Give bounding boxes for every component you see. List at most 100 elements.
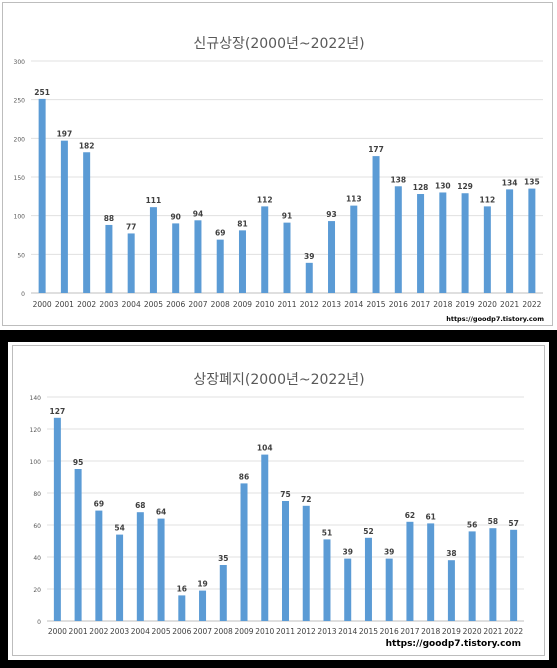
x-tick-label: 2011	[277, 300, 296, 309]
x-tick-label: 2000	[48, 627, 67, 636]
data-label: 51	[322, 528, 332, 537]
data-label: 75	[280, 490, 290, 499]
bar	[261, 206, 269, 293]
chart-new-listings: 신규상장(2000년~2022년) 0 50 100 150 200 250 300 251…	[14, 36, 545, 323]
x-tick-label: 2005	[144, 300, 163, 309]
x-tick-label: 2004	[122, 300, 141, 309]
data-label: 177	[368, 145, 384, 154]
y-tick-label: 140	[30, 395, 42, 402]
data-label: 90	[170, 212, 180, 221]
chart-delistings: 상장폐지(2000년~2022년) 0 20 40 60 80 100 120 140 127…	[30, 372, 524, 649]
data-label: 64	[156, 508, 166, 517]
x-tick-label: 2005	[152, 627, 171, 636]
data-label: 68	[135, 501, 145, 510]
bar	[261, 454, 269, 621]
bar	[510, 529, 518, 621]
x-tick-label: 2000	[33, 300, 52, 309]
data-label: 113	[346, 195, 362, 204]
bar	[385, 558, 393, 621]
bar	[406, 521, 414, 621]
data-label: 135	[524, 178, 540, 187]
data-label: 91	[282, 212, 292, 221]
bar	[105, 224, 113, 293]
x-tick-label: 2021	[483, 627, 502, 636]
data-label: 52	[363, 527, 373, 536]
x-tick-label: 2010	[255, 627, 274, 636]
data-label: 127	[50, 407, 66, 416]
data-label: 62	[405, 511, 415, 520]
data-label: 58	[488, 517, 498, 526]
data-label: 88	[104, 214, 114, 223]
data-label: 112	[257, 195, 273, 204]
data-label: 69	[94, 500, 104, 509]
data-label: 128	[413, 183, 429, 192]
x-tick-label: 2009	[234, 627, 253, 636]
x-tick-label: 2016	[389, 300, 408, 309]
x-tick-label: 2014	[344, 300, 363, 309]
bar	[178, 595, 186, 621]
y-tick-label: 40	[33, 555, 41, 562]
bar	[238, 230, 246, 293]
y-tick-label: 50	[17, 252, 25, 259]
x-tick-label: 2020	[463, 627, 482, 636]
x-tick-label: 2020	[478, 300, 497, 309]
x-tick-label: 2018	[433, 300, 452, 309]
x-tick-label: 2019	[456, 300, 475, 309]
bar	[95, 510, 103, 621]
chart-title: 상장폐지(2000년~2022년)	[193, 372, 364, 388]
watermark-text: https://goodp7.tistory.com	[386, 639, 521, 649]
x-tick-label: 2017	[400, 627, 419, 636]
x-tick-label: 2015	[359, 627, 378, 636]
divider	[0, 330, 557, 336]
x-tick-label: 2002	[89, 627, 108, 636]
bar	[157, 518, 165, 621]
y-tick-label: 0	[21, 291, 25, 298]
bar	[74, 469, 82, 621]
x-tick-label: 2002	[77, 300, 96, 309]
x-tick-label: 2008	[214, 627, 233, 636]
x-tick-label: 2013	[317, 627, 336, 636]
bar	[283, 222, 291, 293]
bar	[172, 223, 180, 293]
data-label: 39	[304, 252, 314, 261]
chart-panel-new-listings: 신규상장(2000년~2022년) 0 50 100 150 200 250 300 251…	[0, 0, 557, 330]
x-tick-label: 2012	[297, 627, 316, 636]
y-tick-label: 200	[14, 136, 26, 143]
y-tick-label: 150	[14, 175, 26, 182]
bar	[427, 523, 435, 621]
bar	[417, 194, 425, 293]
data-label: 35	[218, 554, 228, 563]
bar	[282, 501, 289, 621]
chart-title: 신규상장(2000년~2022년)	[193, 36, 364, 52]
bar	[528, 188, 536, 293]
watermark-text: https://goodp7.tistory.com	[446, 315, 544, 323]
data-label: 56	[467, 520, 477, 529]
bar	[506, 189, 514, 293]
bar	[127, 233, 135, 293]
data-label: 93	[326, 210, 336, 219]
y-tick-label: 60	[33, 523, 41, 530]
bar	[461, 193, 469, 293]
data-label: 112	[480, 195, 496, 204]
bar	[483, 206, 491, 293]
data-label: 251	[34, 88, 50, 97]
x-tick-label: 2017	[411, 300, 430, 309]
data-label: 77	[126, 222, 136, 231]
data-label: 95	[73, 458, 83, 467]
x-tick-label: 2007	[193, 627, 212, 636]
data-label: 69	[215, 229, 225, 238]
data-label: 138	[390, 175, 406, 184]
chart-frame	[2, 2, 553, 326]
bar	[199, 590, 207, 621]
y-tick-label: 120	[30, 427, 42, 434]
bar	[83, 152, 91, 293]
y-tick-label: 100	[30, 459, 42, 466]
data-label: 39	[342, 548, 352, 557]
x-tick-label: 2011	[276, 627, 295, 636]
x-tick-label: 2007	[188, 300, 207, 309]
bar	[305, 262, 313, 293]
x-tick-label: 2013	[322, 300, 341, 309]
bar	[136, 512, 144, 621]
bar	[60, 140, 68, 293]
bar	[116, 534, 124, 621]
